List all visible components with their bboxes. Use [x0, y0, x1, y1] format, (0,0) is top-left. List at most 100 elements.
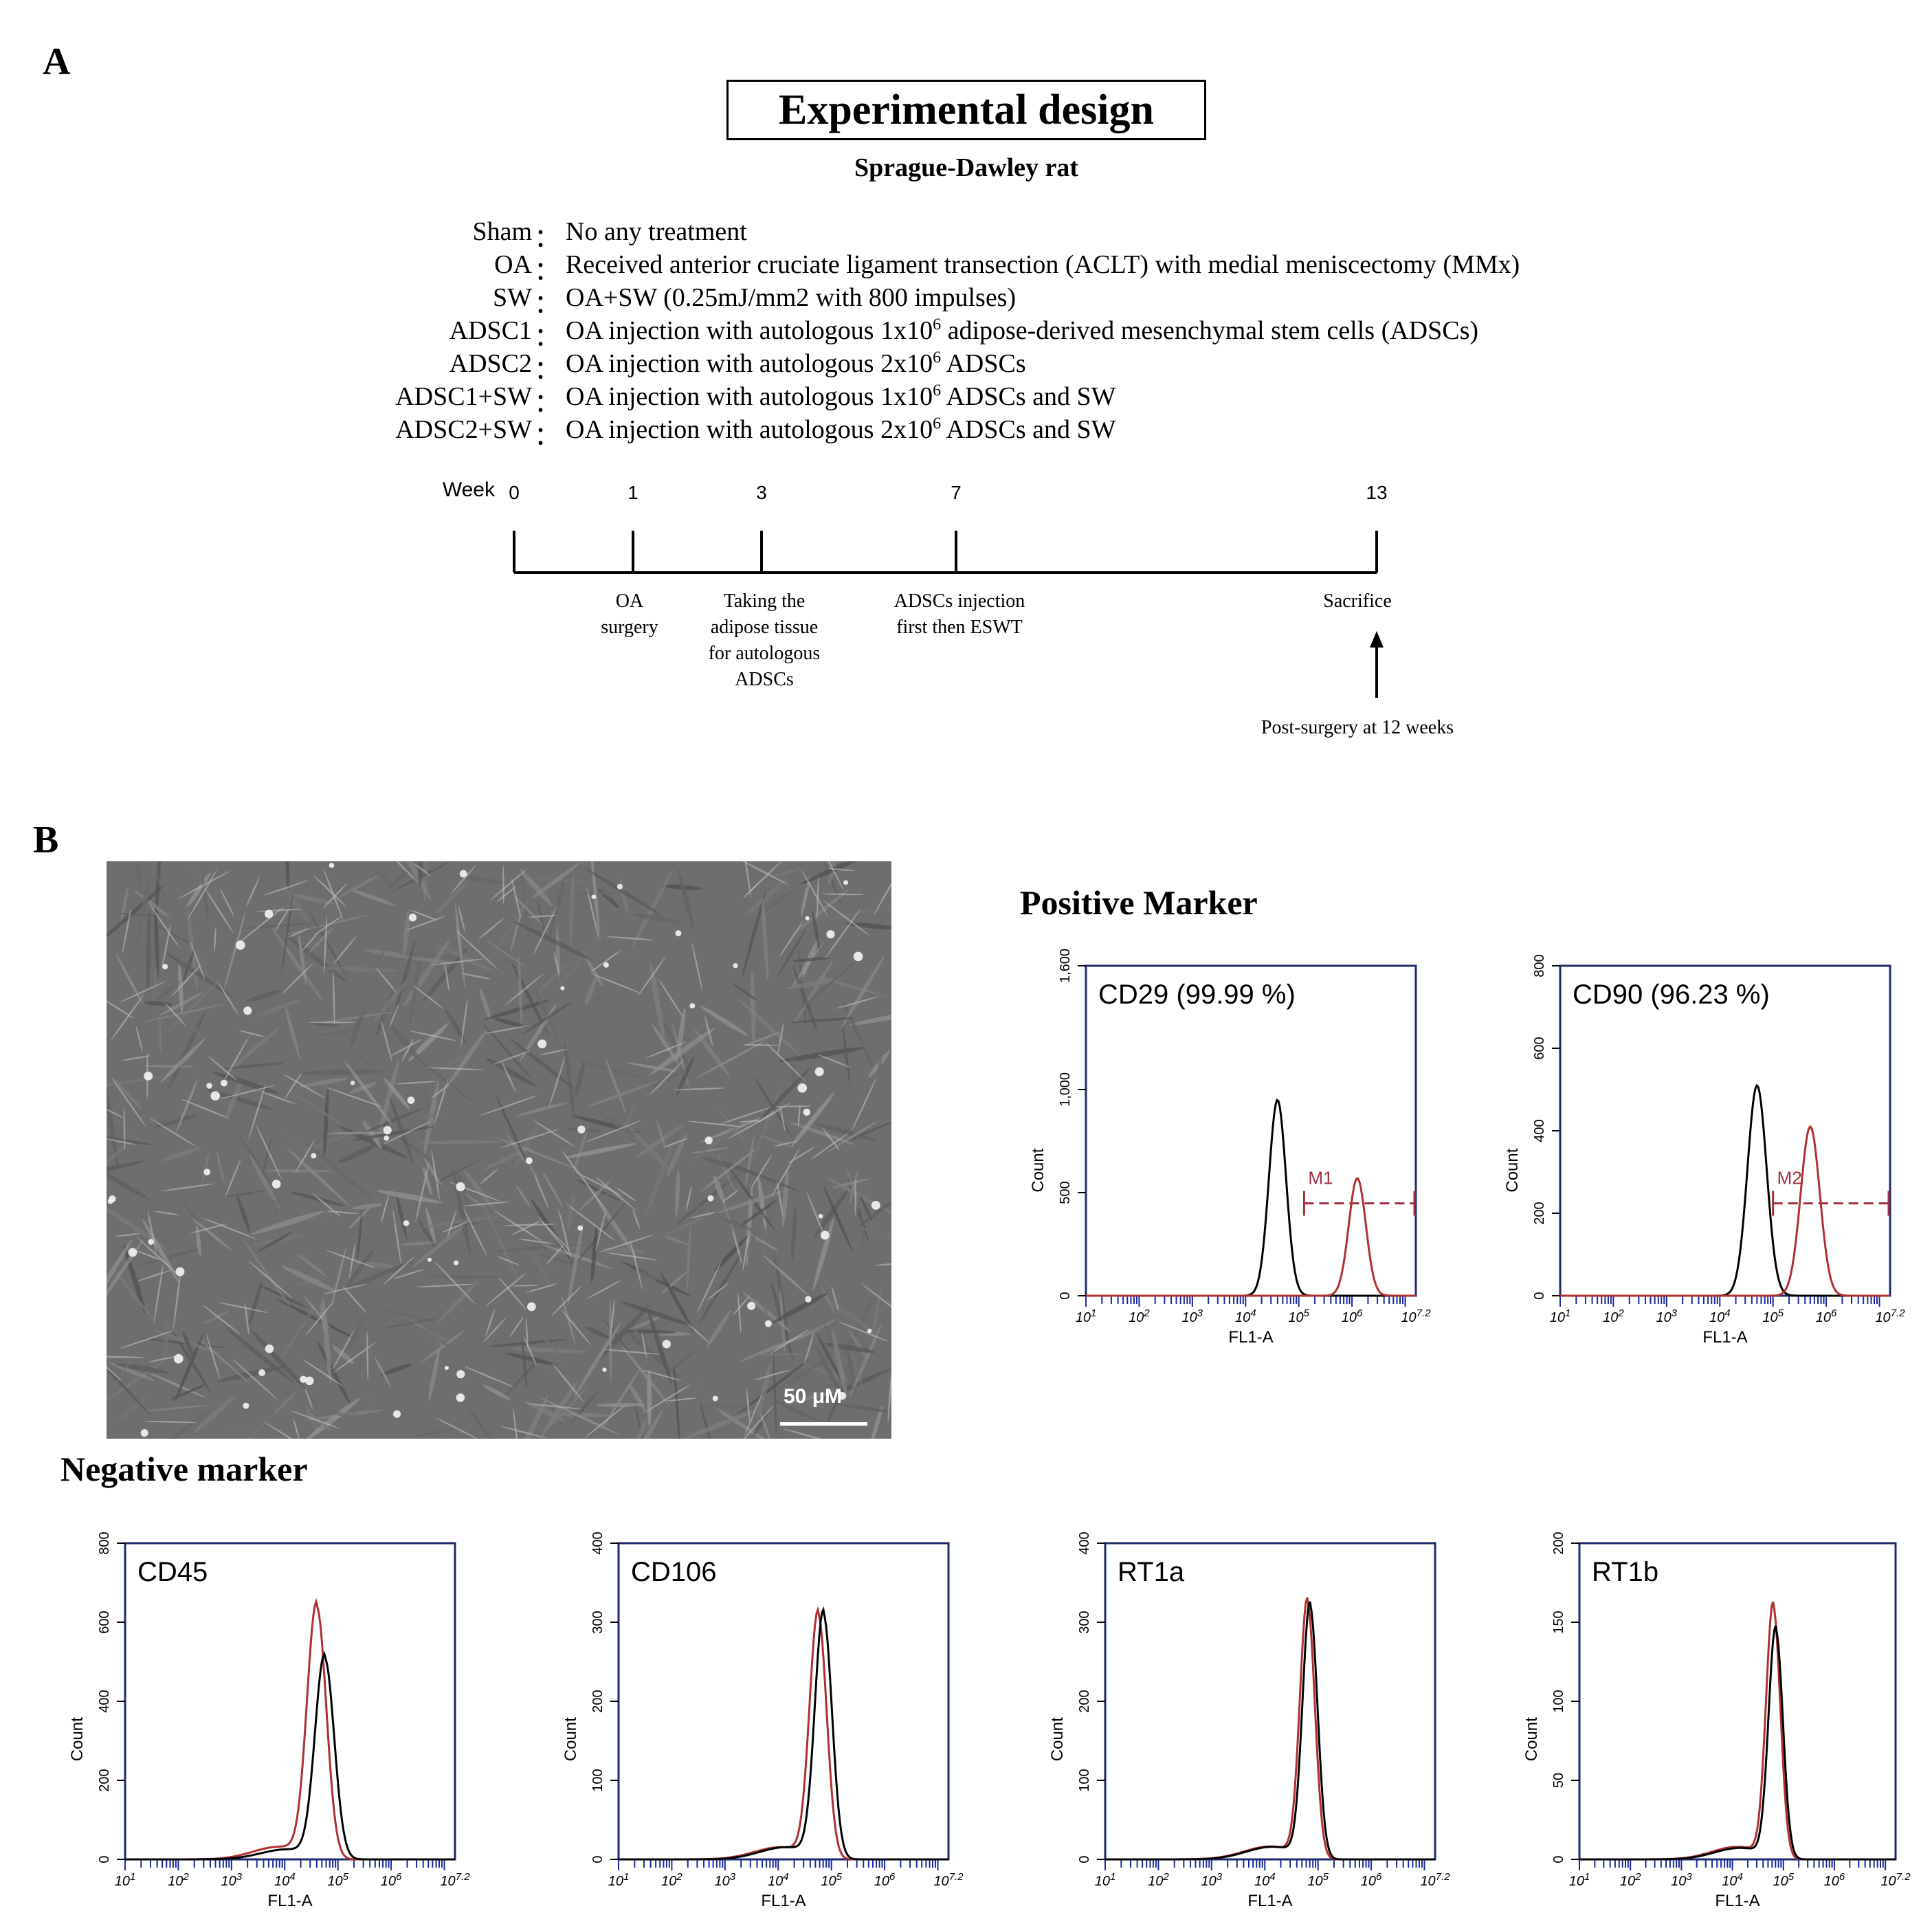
spindle-cell [346, 1394, 363, 1435]
cell-edge [788, 1147, 815, 1164]
histogram-rt1a: 0 100 200 300 400 101 102 103 104 105 106 107.2 FL1-… [1048, 1532, 1450, 1910]
spindle-cell [248, 1153, 281, 1210]
spindle-cell [245, 1415, 270, 1439]
cell-edge [540, 1049, 568, 1055]
spindle-cell [548, 1242, 586, 1259]
spindle-cell [273, 1119, 333, 1171]
spindle-cell [383, 1317, 441, 1329]
spindle-cell [384, 1078, 410, 1109]
spindle-cell [480, 1251, 535, 1295]
timeline-event-line: Taking the [723, 590, 806, 612]
spindle-cell [462, 875, 504, 885]
spindle-cell [271, 1309, 318, 1347]
spindle-cell [543, 1172, 563, 1207]
group-separator: ： [534, 323, 561, 352]
spindle-cell [659, 1017, 691, 1069]
cell-edge [366, 1331, 369, 1382]
spindle-cell [107, 885, 165, 942]
x-tick-label: 105 [1307, 1871, 1329, 1889]
cell-edge [285, 1072, 302, 1099]
spindle-cell [605, 1057, 627, 1115]
spindle-cell [285, 1006, 300, 1060]
spindle-cell [311, 1022, 340, 1027]
spindle-cell [223, 910, 246, 991]
cell-edge [238, 1030, 265, 1037]
group-row: ADSC1+SW： OA injection with autologous 1x… [0, 382, 1932, 418]
histogram-title: CD106 [631, 1557, 717, 1587]
spindle-cell [107, 1081, 119, 1169]
bright-cell [843, 880, 849, 885]
spindle-cell [812, 910, 820, 950]
cell-edge [332, 1329, 355, 1371]
bright-cell [577, 1225, 584, 1231]
cell-edge [548, 1056, 566, 1107]
spindle-cell [762, 897, 769, 981]
cell-edge [742, 1234, 749, 1272]
x-tick-label: 103 [1182, 1307, 1203, 1325]
cell-edge [434, 1079, 449, 1125]
spindle-cell [421, 1215, 502, 1228]
spindle-cell [281, 1265, 337, 1292]
cell-edge [206, 889, 234, 933]
x-tick-label: 104 [274, 1871, 296, 1889]
spindle-cell [178, 1115, 250, 1126]
cell-edge [806, 1192, 826, 1239]
spindle-cell [483, 1384, 511, 1401]
cell-culture-texture [107, 861, 891, 1439]
spindle-cell [163, 1318, 168, 1362]
cell-edge [720, 1107, 771, 1125]
spindle-cell [154, 908, 159, 977]
spindle-cell [854, 1182, 891, 1230]
spindle-cell [338, 875, 379, 898]
bright-cell [408, 914, 417, 922]
x-tick-label: 102 [1620, 1871, 1641, 1889]
cell-edge [518, 1239, 554, 1244]
spindle-cell [832, 1329, 847, 1397]
timeline-week-label: Week [443, 478, 496, 501]
cell-edge [164, 1002, 186, 1026]
y-tick-label: 50 [1551, 1773, 1566, 1788]
bright-cell [820, 1230, 830, 1240]
spindle-cell [584, 1326, 610, 1339]
cell-edge [208, 1056, 238, 1081]
spindle-cell [522, 1002, 572, 1035]
spindle-cell [649, 1028, 715, 1075]
cell-edge [441, 1221, 469, 1233]
x-tick-label: 107.2 [1880, 1871, 1911, 1889]
cell-edge [542, 1221, 570, 1250]
spindle-cell [621, 1349, 646, 1390]
spindle-cell [674, 1172, 741, 1226]
cell-edge [595, 1177, 637, 1211]
cell-edge [751, 1154, 773, 1189]
negative-marker-title: Negative marker [60, 1450, 308, 1488]
spindle-cell [622, 1102, 636, 1136]
spindle-cell [823, 1296, 873, 1331]
cell-edge [770, 1329, 810, 1354]
histogram-series-red [619, 1606, 948, 1861]
cell-edge [381, 1195, 389, 1224]
cell-edge [115, 1233, 141, 1237]
cell-edge [874, 872, 891, 916]
spindle-cell [513, 921, 592, 960]
cell-edge [451, 865, 476, 894]
spindle-cell [751, 1235, 778, 1251]
spindle-cell [181, 1199, 214, 1243]
group-row: SW： OA+SW (0.25mJ/mm2 with 800 impulses) [0, 283, 1932, 319]
spindle-cell [348, 1206, 370, 1230]
spindle-cell [792, 957, 830, 962]
cell-edge [606, 936, 654, 940]
spindle-cell [395, 861, 432, 901]
spindle-cell [878, 1042, 882, 1097]
cell-edge [381, 1019, 392, 1062]
spindle-cell [142, 1004, 225, 1023]
histogram-rt1b: 0 50 100 150 200 101 102 103 104 105 106 107.2 FL1-A… [1522, 1532, 1911, 1910]
cell-edge [533, 905, 557, 955]
x-tick-label: 104 [1254, 1871, 1276, 1889]
cell-edge [630, 1239, 643, 1290]
group-separator: ： [534, 257, 561, 286]
spindle-cell [115, 913, 162, 917]
spindle-cell [518, 956, 522, 1026]
spindle-cell [447, 1030, 487, 1087]
spindle-cell [291, 1191, 346, 1206]
spindle-cell [252, 999, 301, 1018]
